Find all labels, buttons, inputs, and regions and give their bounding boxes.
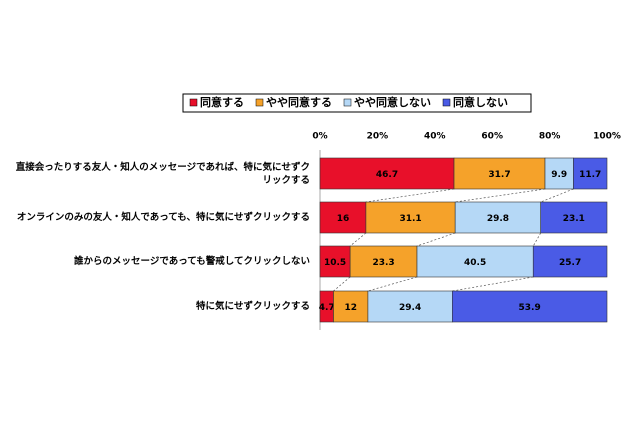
bar-segment: [532, 245, 608, 278]
value-label: 46.7: [376, 170, 398, 180]
connector-line: [455, 188, 546, 203]
x-tick-label: 100%: [593, 132, 621, 142]
legend-swatch: [442, 98, 451, 107]
value-label: 29.4: [399, 303, 421, 313]
connector-line: [416, 232, 456, 247]
bar-segment: [349, 245, 418, 278]
connector-line: [532, 232, 542, 247]
x-tick-label: 0%: [312, 132, 327, 142]
bar-segment: [333, 290, 369, 323]
bar-segment: [573, 157, 608, 190]
connector-line: [349, 232, 367, 247]
legend-label: やや同意しない: [354, 95, 431, 109]
bar-segment: [416, 245, 534, 278]
bar-segment: [453, 157, 546, 190]
legend-swatch: [189, 98, 198, 107]
connector-line: [333, 276, 351, 292]
value-label: 10.5: [324, 258, 346, 268]
value-label: 4.7: [319, 303, 335, 313]
value-label: 31.7: [488, 170, 510, 180]
x-tick-label: 20%: [367, 132, 389, 142]
bar-segment: [319, 201, 367, 234]
value-label: 11.7: [579, 170, 601, 180]
value-label: 40.5: [464, 258, 486, 268]
legend-swatch: [343, 98, 352, 107]
bar-segment: [319, 245, 351, 278]
value-label: 23.3: [372, 258, 394, 268]
bar-segment: [367, 290, 453, 323]
value-label: 29.8: [487, 214, 509, 224]
value-label: 23.1: [563, 214, 585, 224]
legend-label: 同意する: [200, 95, 244, 109]
bar-segment: [540, 201, 608, 234]
connector-line: [540, 188, 574, 203]
value-label: 16: [337, 214, 350, 224]
value-label: 25.7: [559, 258, 581, 268]
legend-swatch: [255, 98, 264, 107]
bar-segment: [454, 201, 542, 234]
connector-line: [365, 188, 455, 203]
value-label: 9.9: [551, 170, 567, 180]
x-tick-label: 40%: [424, 132, 446, 142]
value-label: 53.9: [519, 303, 541, 313]
legend-label: 同意しない: [453, 95, 508, 109]
x-tick-label: 80%: [539, 132, 561, 142]
bar-segment: [365, 201, 456, 234]
connector-line: [452, 276, 534, 292]
legend-label: やや同意する: [266, 95, 332, 109]
value-label: 31.1: [399, 214, 421, 224]
category-label: 特に気にせずクリックする: [195, 301, 310, 312]
category-label: 誰からのメッセージであっても警戒してクリックしない: [74, 256, 310, 267]
category-label: 直接会ったりする友人・知人のメッセージであれば、特に気にせずクリックする: [15, 161, 310, 186]
value-label: 12: [344, 303, 357, 313]
category-label: オンラインのみの友人・知人であっても、特に気にせずクリックする: [16, 212, 310, 223]
bar-segment: [544, 157, 574, 190]
legend-box: [182, 93, 532, 113]
connector-line: [367, 276, 418, 292]
bar-segment: [452, 290, 608, 323]
x-tick-label: 60%: [481, 132, 503, 142]
